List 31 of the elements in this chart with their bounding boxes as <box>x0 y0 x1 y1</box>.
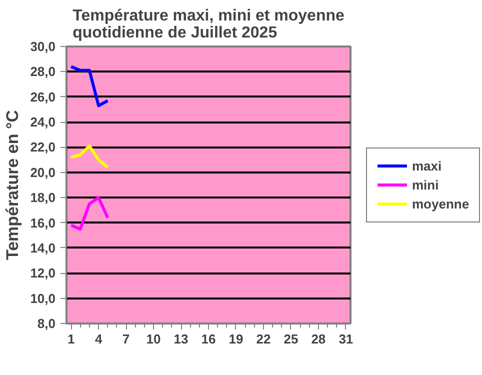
legend-label: maxi <box>412 158 442 173</box>
line-series <box>70 65 110 108</box>
line-series <box>70 196 110 231</box>
x-tick-label: 31 <box>338 332 354 346</box>
y-tick-label: 16,0 <box>30 215 56 230</box>
y-tick-label: 22,0 <box>30 140 56 155</box>
x-tick-label: 4 <box>94 332 103 346</box>
x-tick-label: 22 <box>256 332 271 346</box>
legend-label: mini <box>412 177 439 192</box>
x-tick-label: 1 <box>67 332 75 346</box>
y-tick-label: 20,0 <box>30 164 56 180</box>
x-tick-label: 13 <box>174 332 188 346</box>
y-tick-label: 10,0 <box>30 290 56 306</box>
x-tick-label: 7 <box>122 332 130 346</box>
y-tick-label: 8,0 <box>37 316 56 331</box>
y-tick-label: 14,0 <box>30 240 56 256</box>
y-tick-label: 30,0 <box>30 39 56 54</box>
legend-label: moyenne <box>412 196 470 211</box>
x-tick-label: 10 <box>146 332 161 346</box>
y-axis-title: Température en °C <box>3 110 22 260</box>
chart-title: Température maxi, mini et moyenne quotidienne de Juillet 2025 <box>72 8 344 42</box>
y-tick-label: 24,0 <box>30 114 56 130</box>
y-tick-label: 26,0 <box>30 89 56 104</box>
y-tick-label: 28,0 <box>30 64 56 80</box>
y-tick-label: 18,0 <box>30 190 56 206</box>
x-tick-label: 19 <box>228 332 244 346</box>
x-tick-label: 25 <box>284 332 298 346</box>
x-tick-label: 16 <box>201 332 216 346</box>
line-series <box>70 144 110 169</box>
y-tick-label: 12,0 <box>30 266 56 281</box>
x-tick-label: 28 <box>311 332 326 346</box>
